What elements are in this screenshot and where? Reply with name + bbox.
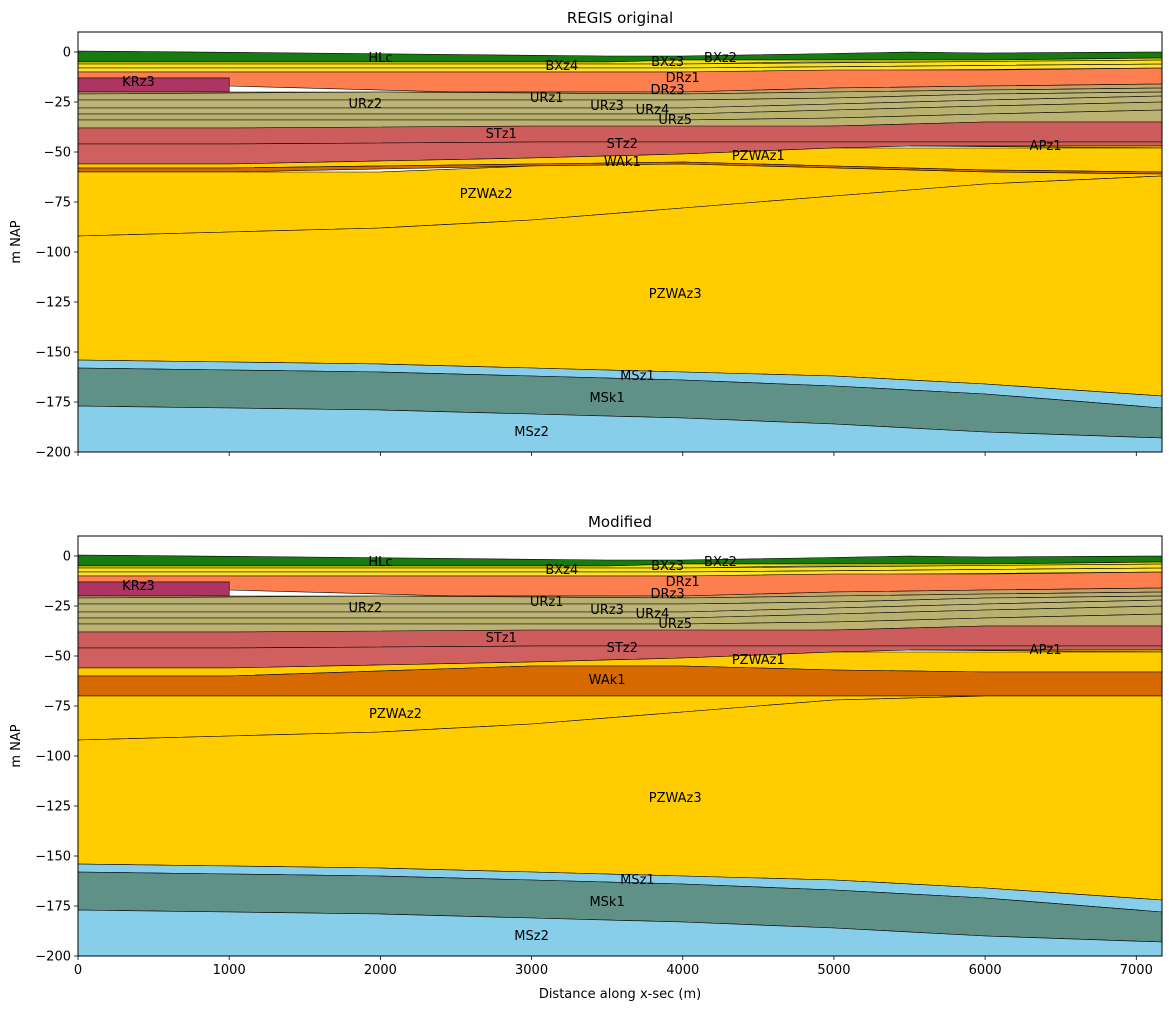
layer-label-apz1: APz1 — [1030, 643, 1062, 658]
layer-label-urz4: URz4 — [636, 607, 670, 622]
layer-label-krz3: KRz3 — [122, 75, 155, 90]
panel-modified: HLc BXz2 BXz3 BXz4 DRz1 KRz3 DRz3 URz1 URz2 URz3 U… — [9, 513, 1163, 978]
layer-apz1 — [909, 649, 1162, 653]
y-tick-label: −175 — [35, 396, 71, 411]
chart-title: Modified — [588, 513, 652, 531]
y-tick-label: −100 — [35, 246, 71, 261]
layer-label-wak1: WAk1 — [589, 673, 626, 688]
layer-label-urz3: URz3 — [590, 603, 624, 618]
panel-regis-original: HLc BXz2 BXz3 BXz4 DRz1 KRz3 DRz3 URz1 URz2 URz3 U… — [9, 9, 1163, 461]
layer-label-urz1: URz1 — [530, 91, 564, 106]
layer-label-hlc: HLc — [368, 51, 392, 66]
y-tick-label: −150 — [35, 850, 71, 865]
y-tick-label: −200 — [35, 446, 71, 461]
layers — [78, 554, 1162, 956]
y-tick-label: −200 — [35, 950, 71, 965]
x-tick-label: 7000 — [1120, 963, 1153, 978]
y-tick-label: −125 — [35, 800, 71, 815]
layer-label-stz2: STz2 — [607, 641, 638, 656]
layer-label-stz1: STz1 — [486, 127, 517, 142]
layer-label-hlc: HLc — [368, 555, 392, 570]
y-axis-label: m NAP — [9, 724, 24, 767]
layer-label-pzwaz2: PZWAz2 — [460, 187, 513, 202]
layer-apz1 — [909, 145, 1162, 149]
x-tick-label: 1000 — [213, 963, 246, 978]
plot-frame — [77, 535, 1163, 957]
layer-label-urz4: URz4 — [636, 103, 670, 118]
layer-label-stz2: STz2 — [607, 137, 638, 152]
layer-label-krz3: KRz3 — [122, 579, 155, 594]
y-tick-label: −25 — [44, 600, 71, 615]
layer-label-pzwaz2: PZWAz2 — [369, 707, 422, 722]
x-tick-label: 2000 — [364, 963, 397, 978]
layer-label-urz1: URz1 — [530, 595, 564, 610]
x-tick-label: 5000 — [817, 963, 850, 978]
layer-label-msk1: MSk1 — [589, 895, 624, 910]
y-tick-label: −75 — [44, 196, 71, 211]
layer-label-urz3: URz3 — [590, 99, 624, 114]
y-tick-label: −100 — [35, 750, 71, 765]
layer-label-stz1: STz1 — [486, 631, 517, 646]
layer-label-pzwaz3: PZWAz3 — [649, 287, 702, 302]
layer-label-urz5: URz5 — [658, 113, 692, 128]
layer-label-drz3: DRz3 — [651, 83, 685, 98]
layer-label-msk1: MSk1 — [589, 391, 624, 406]
layer-msz2 — [78, 909, 1162, 956]
layer-label-apz1: APz1 — [1030, 139, 1062, 154]
x-tick-label: 3000 — [515, 963, 548, 978]
layer-label-bxz3: BXz3 — [651, 559, 684, 574]
layer-wak1 — [78, 161, 1162, 175]
chart-title: REGIS original — [567, 9, 673, 27]
y-axis-label: m NAP — [9, 220, 24, 263]
y-tick-label: 0 — [63, 46, 71, 61]
y-tick-label: −50 — [44, 650, 71, 665]
layer-label-drz1: DRz1 — [666, 575, 700, 590]
x-tick-label: 0 — [74, 963, 82, 978]
y-tick-label: −175 — [35, 900, 71, 915]
layer-label-msz1: MSz1 — [620, 369, 655, 384]
layer-label-drz3: DRz3 — [651, 587, 685, 602]
x-tick-label: 6000 — [969, 963, 1002, 978]
y-tick-label: −25 — [44, 96, 71, 111]
layer-label-urz2: URz2 — [348, 97, 382, 112]
layer-label-bxz2: BXz2 — [704, 51, 737, 66]
y-tick-label: −50 — [44, 146, 71, 161]
y-tick-label: 0 — [63, 550, 71, 565]
layer-label-urz2: URz2 — [348, 601, 382, 616]
layer-label-bxz2: BXz2 — [704, 555, 737, 570]
layer-label-bxz3: BXz3 — [651, 55, 684, 70]
layer-label-drz1: DRz1 — [666, 71, 700, 86]
plot-frame — [77, 31, 1163, 453]
x-axis-label: Distance along x-sec (m) — [539, 987, 701, 1002]
layer-label-msz1: MSz1 — [620, 873, 655, 888]
y-tick-label: −75 — [44, 700, 71, 715]
layer-label-pzwaz1: PZWAz1 — [732, 653, 785, 668]
layer-label-msz2: MSz2 — [514, 425, 549, 440]
x-tick-label: 4000 — [666, 963, 699, 978]
layers — [78, 50, 1162, 452]
y-tick-label: −125 — [35, 296, 71, 311]
y-tick-label: −150 — [35, 346, 71, 361]
layer-label-bxz4: BXz4 — [545, 563, 578, 578]
layer-label-bxz4: BXz4 — [545, 59, 578, 74]
layer-label-wak1: WAk1 — [604, 155, 641, 170]
layer-label-msz2: MSz2 — [514, 929, 549, 944]
layer-msz2 — [78, 405, 1162, 452]
layer-label-pzwaz1: PZWAz1 — [732, 149, 785, 164]
layer-label-pzwaz3: PZWAz3 — [649, 791, 702, 806]
layer-label-urz5: URz5 — [658, 617, 692, 632]
